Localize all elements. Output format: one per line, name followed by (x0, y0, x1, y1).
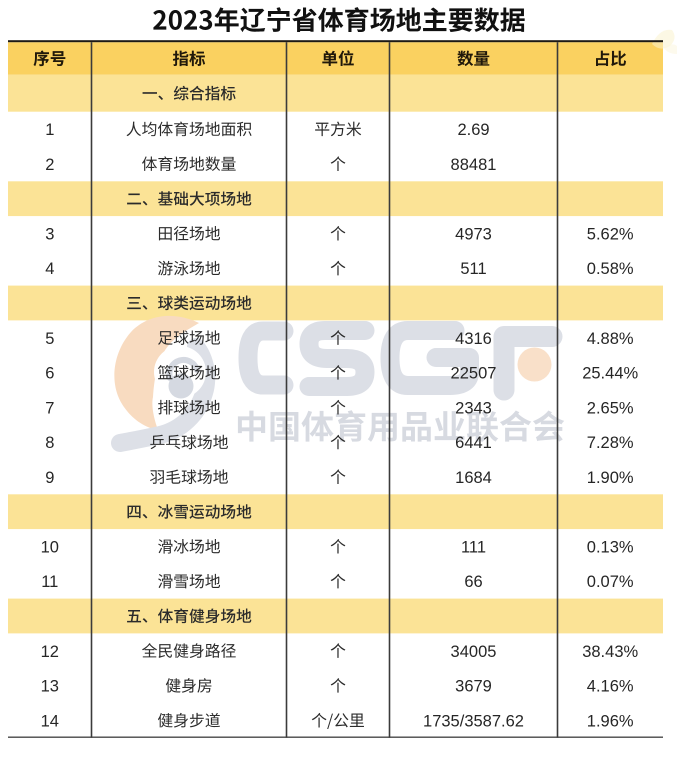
svg-text:14: 14 (41, 712, 59, 730)
svg-text:2.65%: 2.65% (587, 399, 634, 417)
svg-text:38.43%: 38.43% (582, 643, 638, 661)
svg-text:66: 66 (464, 573, 482, 591)
svg-text:4.88%: 4.88% (587, 330, 634, 348)
svg-text:1.90%: 1.90% (587, 469, 634, 487)
svg-text:6: 6 (45, 365, 54, 383)
svg-text:88481: 88481 (451, 156, 497, 174)
svg-text:25.44%: 25.44% (582, 365, 638, 383)
svg-text:1.96%: 1.96% (587, 712, 634, 730)
svg-text:11: 11 (41, 573, 58, 591)
svg-text:5.62%: 5.62% (587, 225, 634, 243)
svg-text:7.28%: 7.28% (587, 434, 634, 452)
svg-text:1735/3587.62: 1735/3587.62 (423, 712, 524, 730)
svg-text:10: 10 (41, 539, 59, 557)
svg-text:2: 2 (45, 156, 54, 174)
svg-text:13: 13 (41, 678, 59, 696)
svg-text:5: 5 (45, 330, 54, 348)
svg-text:0.58%: 0.58% (587, 260, 634, 278)
svg-text:6441: 6441 (455, 434, 492, 452)
svg-text:8: 8 (45, 434, 54, 452)
svg-text:22507: 22507 (451, 365, 497, 383)
svg-text:0.07%: 0.07% (587, 573, 634, 591)
svg-text:9: 9 (45, 469, 54, 487)
svg-text:12: 12 (41, 643, 59, 661)
svg-text:1684: 1684 (455, 469, 492, 487)
svg-text:2.69: 2.69 (457, 121, 489, 139)
svg-text:2343: 2343 (455, 399, 492, 417)
svg-text:1: 1 (45, 121, 54, 139)
svg-text:511: 511 (460, 260, 486, 278)
svg-text:111: 111 (461, 539, 486, 557)
svg-text:7: 7 (45, 399, 54, 417)
svg-text:4316: 4316 (455, 330, 492, 348)
svg-text:4: 4 (45, 260, 54, 278)
svg-text:3679: 3679 (455, 678, 492, 696)
svg-text:3: 3 (45, 225, 54, 243)
svg-text:4973: 4973 (455, 225, 492, 243)
svg-text:34005: 34005 (451, 643, 497, 661)
svg-text:0.13%: 0.13% (587, 539, 634, 557)
svg-text:4.16%: 4.16% (587, 678, 634, 696)
